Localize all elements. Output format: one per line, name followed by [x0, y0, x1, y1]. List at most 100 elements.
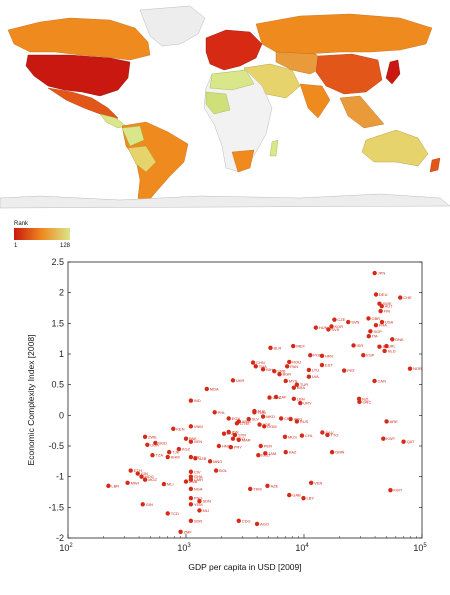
data-point-label: EST: [325, 363, 333, 368]
data-point-label: SYR: [238, 432, 246, 437]
data-point-label: DNK: [395, 337, 404, 342]
data-point: [366, 316, 371, 321]
data-point-label: YEM: [194, 502, 203, 507]
map-region-greenland: [139, 5, 206, 47]
data-point-label: NGA: [194, 486, 203, 491]
data-point: [257, 422, 262, 427]
data-point: [188, 474, 194, 479]
data-point-label: PAN: [290, 364, 298, 369]
data-point-label: VNM: [194, 424, 203, 429]
legend-title: Rank: [14, 221, 29, 227]
y-tick-label: 2: [59, 288, 64, 298]
data-point-label: GBR: [371, 316, 380, 321]
data-point: [212, 410, 217, 415]
data-point: [283, 449, 288, 455]
data-point: [306, 374, 312, 379]
data-point: [165, 454, 170, 460]
data-point: [145, 442, 150, 447]
data-point-label: UZB: [198, 456, 206, 461]
data-point: [398, 295, 403, 300]
data-point: [384, 419, 389, 424]
y-tick-label: 2.5: [51, 257, 64, 267]
data-point-label: USA: [385, 320, 394, 325]
data-point: [135, 471, 140, 476]
data-point-label: DOM: [267, 424, 276, 429]
y-tick-label: -0.5: [48, 441, 64, 451]
data-point-label: ARM: [242, 419, 251, 424]
data-point: [236, 419, 241, 424]
data-point: [188, 469, 194, 474]
data-point-label: CMR: [194, 477, 203, 482]
y-tick-label: 0: [59, 410, 64, 420]
data-point-label: AUT: [385, 304, 394, 309]
data-point-label: BGD: [158, 440, 167, 445]
data-point: [278, 416, 284, 421]
data-point: [282, 434, 288, 439]
y-axis: 2.5 2 1.5 1 0.5 0 -0.5 -1 -1.5 -2: [48, 257, 422, 543]
map-region-japan: [385, 59, 401, 85]
data-point: [273, 394, 279, 400]
data-point: [381, 436, 386, 441]
data-point: [230, 436, 236, 441]
data-point: [207, 459, 213, 464]
data-point-label: GIN: [146, 502, 153, 507]
data-point-label: CAN: [378, 378, 387, 383]
data-point-label: GTM: [240, 421, 249, 426]
data-point: [390, 337, 395, 342]
data-point-label: THA: [259, 364, 267, 369]
data-point-label: SWE: [382, 301, 391, 306]
data-point: [294, 419, 300, 424]
data-point-label: VEN: [314, 480, 322, 485]
data-point: [332, 317, 337, 322]
data-point: [319, 353, 325, 359]
map-region-china: [315, 53, 383, 95]
data-point-label: MLI: [202, 508, 209, 513]
data-point: [265, 483, 270, 489]
data-point-label: HRV: [325, 353, 334, 358]
data-point: [368, 329, 373, 334]
data-point: [228, 445, 234, 450]
map-region-madagascar: [269, 139, 279, 157]
x-tick-label: 104: [295, 543, 309, 553]
data-point-label: CRI: [284, 416, 291, 421]
y-tick-label: 1: [59, 349, 64, 359]
data-point-label: MAR: [242, 437, 251, 442]
data-point: [357, 399, 362, 405]
data-point-label: HUN: [319, 325, 328, 330]
data-point-label: MOZ: [148, 477, 157, 482]
data-point-label: SVK: [331, 327, 339, 332]
data-point-label: NIC: [194, 455, 201, 460]
data-point: [319, 362, 325, 368]
data-point-label: GIN: [141, 471, 148, 476]
data-point: [216, 443, 222, 449]
data-point-label: ALB: [257, 409, 265, 414]
data-point: [188, 439, 194, 444]
data-point: [277, 372, 282, 377]
data-point: [188, 518, 194, 524]
data-point: [372, 270, 377, 276]
data-point: [246, 416, 251, 422]
data-point: [288, 416, 293, 422]
data-point-label: ROU: [292, 359, 301, 364]
data-point-label: FIN: [384, 309, 391, 314]
data-point: [161, 481, 167, 487]
data-point-label: LKA: [227, 431, 235, 436]
data-point-label: PRY: [234, 445, 242, 450]
data-point: [188, 454, 194, 460]
data-point: [272, 368, 277, 374]
data-point-label: TCD: [171, 511, 179, 516]
data-point: [171, 426, 176, 432]
data-point: [372, 378, 377, 384]
data-point-label: UGA: [150, 442, 159, 447]
data-point: [267, 395, 272, 400]
data-point-label: CDG: [242, 518, 251, 523]
data-point-label: EGY: [232, 416, 241, 421]
data-point: [254, 521, 260, 527]
data-point-label: DEU: [379, 292, 388, 297]
data-point: [252, 408, 257, 414]
data-point-label: GRC: [362, 399, 371, 404]
data-point-label: MKD: [266, 414, 275, 419]
data-point: [236, 518, 241, 524]
map-region-europe: [205, 29, 263, 71]
